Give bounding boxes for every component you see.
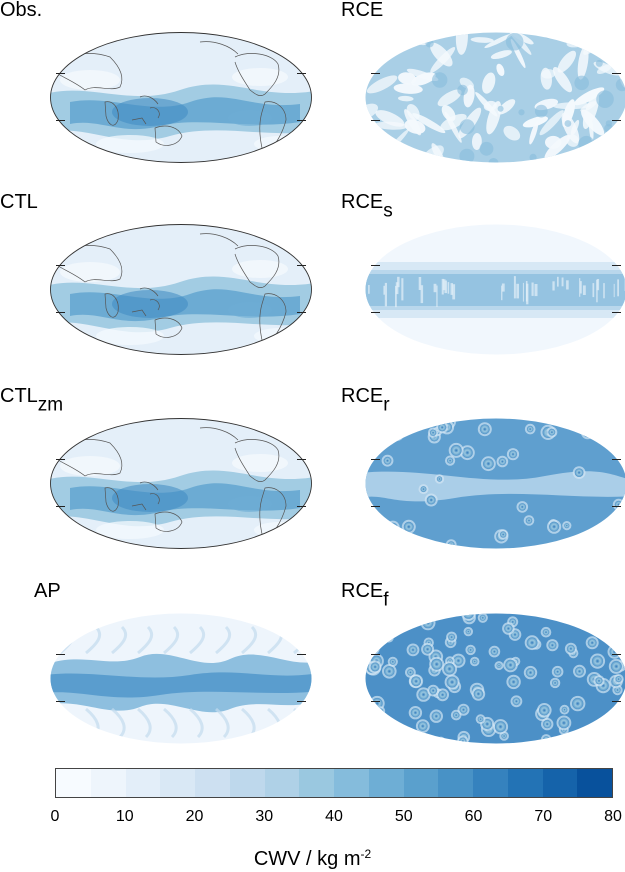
- panel-title-rce-f: RCEf: [341, 580, 389, 610]
- panel-title-text: RCE: [341, 580, 384, 602]
- map-ap: [50, 613, 312, 744]
- map-rce: [365, 32, 625, 163]
- colorbar-label: CWV / kg m-2: [0, 848, 625, 871]
- colorbar: [55, 768, 613, 798]
- panel-title-ctl: CTL: [0, 192, 38, 212]
- latitude-tick: [612, 701, 621, 702]
- colorbar-tick-label: 30: [255, 808, 274, 825]
- latitude-tick: [297, 701, 306, 702]
- colorbar-bin: [334, 769, 369, 797]
- colorbar-bin: [473, 769, 508, 797]
- panel-title-rce-r: RCEr: [341, 385, 390, 415]
- panel-title-text: RCE: [341, 0, 384, 21]
- map-outline: [50, 32, 312, 163]
- colorbar-bin: [56, 769, 91, 797]
- latitude-tick: [56, 654, 65, 655]
- latitude-tick: [612, 506, 621, 507]
- panel-title-text: RCE: [341, 385, 384, 407]
- latitude-tick: [297, 506, 306, 507]
- map-outline: [50, 224, 312, 355]
- latitude-tick: [612, 654, 621, 655]
- map-outline: [50, 418, 312, 549]
- latitude-tick: [297, 73, 306, 74]
- panel-title-rce-s: RCEs: [341, 191, 393, 221]
- map-rce-s: [365, 224, 625, 355]
- colorbar-bin: [368, 769, 404, 797]
- panel-title-subscript: f: [383, 589, 389, 611]
- map-rce-f: [365, 613, 625, 744]
- panel-title-ctl-zm: CTLzm: [0, 385, 63, 415]
- latitude-tick: [297, 265, 306, 266]
- colorbar-label-text: CWV / kg m: [253, 848, 361, 870]
- latitude-tick: [371, 265, 380, 266]
- colorbar-bin: [195, 769, 230, 797]
- latitude-tick: [612, 73, 621, 74]
- map-ctl-zm: [50, 418, 312, 549]
- colorbar-bin: [403, 769, 439, 797]
- latitude-tick: [371, 120, 380, 121]
- colorbar-tick-label: 20: [185, 808, 204, 825]
- colorbar-tick-label: 0: [50, 808, 60, 825]
- colorbar-tick-label: 60: [464, 808, 483, 825]
- colorbar-tick-label: 10: [115, 808, 134, 825]
- colorbar-bin: [229, 769, 265, 797]
- latitude-tick: [612, 265, 621, 266]
- latitude-tick: [56, 265, 65, 266]
- colorbar-bin: [542, 769, 578, 797]
- panel-title-text: CTL: [0, 385, 38, 407]
- map-rce-r: [365, 418, 625, 549]
- map-obs: [50, 32, 312, 163]
- latitude-tick: [371, 701, 380, 702]
- latitude-tick: [612, 120, 621, 121]
- latitude-tick: [297, 459, 306, 460]
- colorbar-bin: [125, 769, 161, 797]
- latitude-tick: [371, 459, 380, 460]
- colorbar-bin: [577, 769, 612, 797]
- latitude-tick: [56, 312, 65, 313]
- panel-title-obs: Obs.: [0, 0, 42, 20]
- latitude-tick: [612, 312, 621, 313]
- latitude-tick: [371, 654, 380, 655]
- latitude-tick: [297, 120, 306, 121]
- latitude-tick: [56, 73, 65, 74]
- colorbar-bin: [160, 769, 195, 797]
- latitude-tick: [297, 654, 306, 655]
- latitude-tick: [371, 312, 380, 313]
- panel-title-subscript: r: [383, 394, 390, 416]
- panel-title-subscript: zm: [37, 394, 64, 416]
- panel-title-subscript: s: [383, 200, 393, 222]
- latitude-tick: [371, 506, 380, 507]
- colorbar-bin: [264, 769, 300, 797]
- colorbar-tick-label: 80: [604, 808, 622, 825]
- panel-title-text: AP: [34, 580, 61, 602]
- latitude-tick: [56, 120, 65, 121]
- panel-title-text: Obs.: [0, 0, 43, 21]
- latitude-tick: [371, 73, 380, 74]
- latitude-tick: [612, 459, 621, 460]
- map-ctl: [50, 224, 312, 355]
- panel-title-text: CTL: [0, 191, 38, 213]
- panel-title-ap: AP: [34, 581, 61, 601]
- latitude-tick: [297, 312, 306, 313]
- colorbar-tick-label: 50: [394, 808, 413, 825]
- panel-title-rce: RCE: [341, 0, 383, 20]
- colorbar-tick-label: 70: [534, 808, 553, 825]
- colorbar-bin: [438, 769, 473, 797]
- latitude-tick: [56, 459, 65, 460]
- colorbar-bin: [90, 769, 126, 797]
- latitude-tick: [56, 701, 65, 702]
- colorbar-bin: [507, 769, 543, 797]
- colorbar-tick-label: 40: [325, 808, 343, 825]
- colorbar-bin: [299, 769, 334, 797]
- panel-title-text: RCE: [341, 191, 384, 213]
- colorbar-label-exponent: -2: [360, 846, 372, 861]
- latitude-tick: [56, 506, 65, 507]
